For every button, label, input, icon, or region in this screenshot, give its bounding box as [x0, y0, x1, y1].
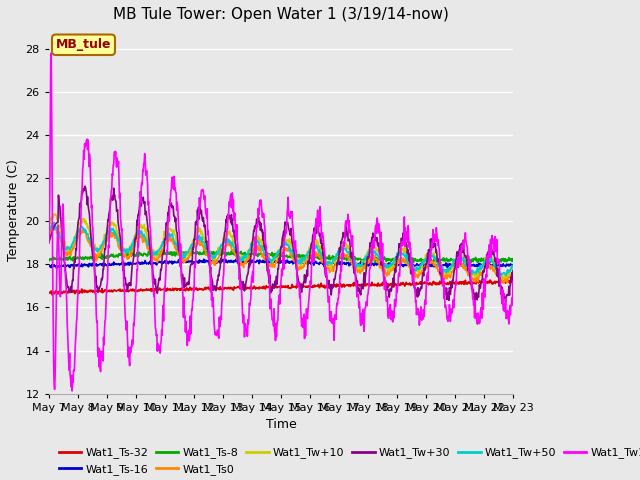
- Text: MB_tule: MB_tule: [56, 38, 111, 51]
- Legend: Wat1_Ts-32, Wat1_Ts-16, Wat1_Ts-8, Wat1_Ts0, Wat1_Tw+10, Wat1_Tw+30, Wat1_Tw+50,: Wat1_Ts-32, Wat1_Ts-16, Wat1_Ts-8, Wat1_…: [54, 443, 640, 480]
- X-axis label: Time: Time: [266, 418, 296, 431]
- Title: MB Tule Tower: Open Water 1 (3/19/14-now): MB Tule Tower: Open Water 1 (3/19/14-now…: [113, 7, 449, 22]
- Y-axis label: Temperature (C): Temperature (C): [7, 159, 20, 262]
